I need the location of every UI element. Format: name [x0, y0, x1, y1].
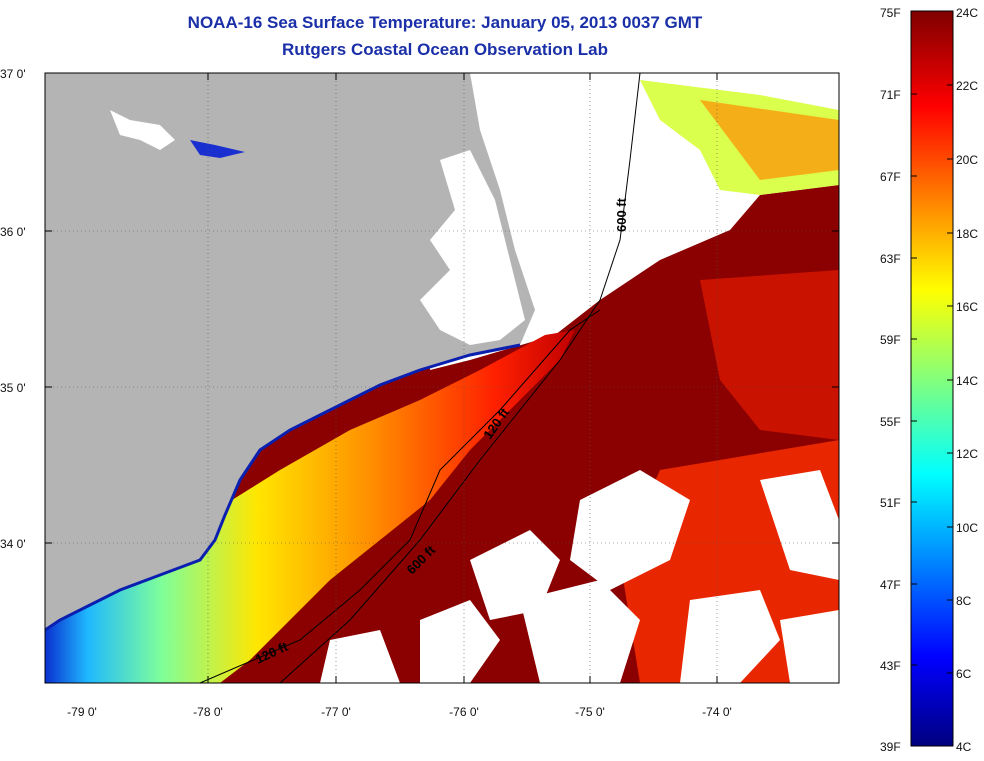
- pamlico-sound: [420, 150, 525, 345]
- lat-tick-label: 35 0': [0, 381, 26, 395]
- colorbar-f-label: 75F: [880, 6, 901, 20]
- colorbar-ticks: [911, 84, 953, 674]
- warm-water-northeast: [700, 100, 839, 180]
- inland-water: [190, 140, 245, 158]
- isobath-label: 600 ft: [614, 197, 629, 232]
- colorbar-f-label: 71F: [880, 88, 901, 102]
- colorbar-f-label: 67F: [880, 170, 901, 184]
- colorbar-f-label: 39F: [880, 740, 901, 754]
- lat-tick-label: 34 0': [0, 537, 26, 551]
- colorbar-f-label: 55F: [880, 415, 901, 429]
- colorbar-f-label: 63F: [880, 252, 901, 266]
- lon-tick-label: -78 0': [193, 705, 223, 719]
- colorbar-c-label: 24C: [956, 6, 978, 20]
- plot-frame: [44, 72, 840, 684]
- colorbar-c-label: 18C: [956, 227, 978, 241]
- lat-tick-label: 36 0': [0, 225, 26, 239]
- coastline: [45, 343, 521, 632]
- lon-tick-label: -74 0': [702, 705, 732, 719]
- colorbar-c-label: 16C: [956, 300, 978, 314]
- colorbar-c-label: 8C: [956, 594, 972, 608]
- inland-lake: [110, 110, 175, 150]
- colorbar-f-label: 59F: [880, 333, 901, 347]
- map-title: NOAA-16 Sea Surface Temperature: January…: [187, 13, 703, 32]
- colorbar-c-label: 12C: [956, 447, 978, 461]
- colorbar-f-label: 43F: [880, 659, 901, 673]
- colorbar-c-label: 6C: [956, 667, 972, 681]
- lon-tick-label: -79 0': [67, 705, 97, 719]
- colorbar-c-label: 20C: [956, 153, 978, 167]
- lon-tick-label: -76 0': [449, 705, 479, 719]
- colorbar: [910, 10, 954, 747]
- lat-lon-grid: [45, 73, 839, 683]
- colorbar-f-label: 51F: [880, 496, 901, 510]
- land: [45, 73, 535, 630]
- tick-marks: [45, 73, 839, 683]
- colorbar-c-label: 10C: [956, 521, 978, 535]
- colorbar-f-label: 47F: [880, 578, 901, 592]
- shelf-water: [45, 330, 575, 683]
- lat-tick-label: 37 0': [0, 67, 26, 81]
- lon-tick-label: -75 0': [575, 705, 605, 719]
- cloud-cover-south: [320, 470, 839, 683]
- isobath-120ft: [199, 309, 601, 683]
- lon-tick-label: -77 0': [321, 705, 351, 719]
- map-subtitle: Rutgers Coastal Ocean Observation Lab: [282, 40, 608, 59]
- warm-patch-east: [700, 270, 839, 440]
- isobath-600ft: [279, 73, 641, 683]
- colorbar-c-label: 4C: [956, 740, 972, 754]
- colorbar-c-label: 14C: [956, 374, 978, 388]
- colorbar-c-label: 22C: [956, 79, 978, 93]
